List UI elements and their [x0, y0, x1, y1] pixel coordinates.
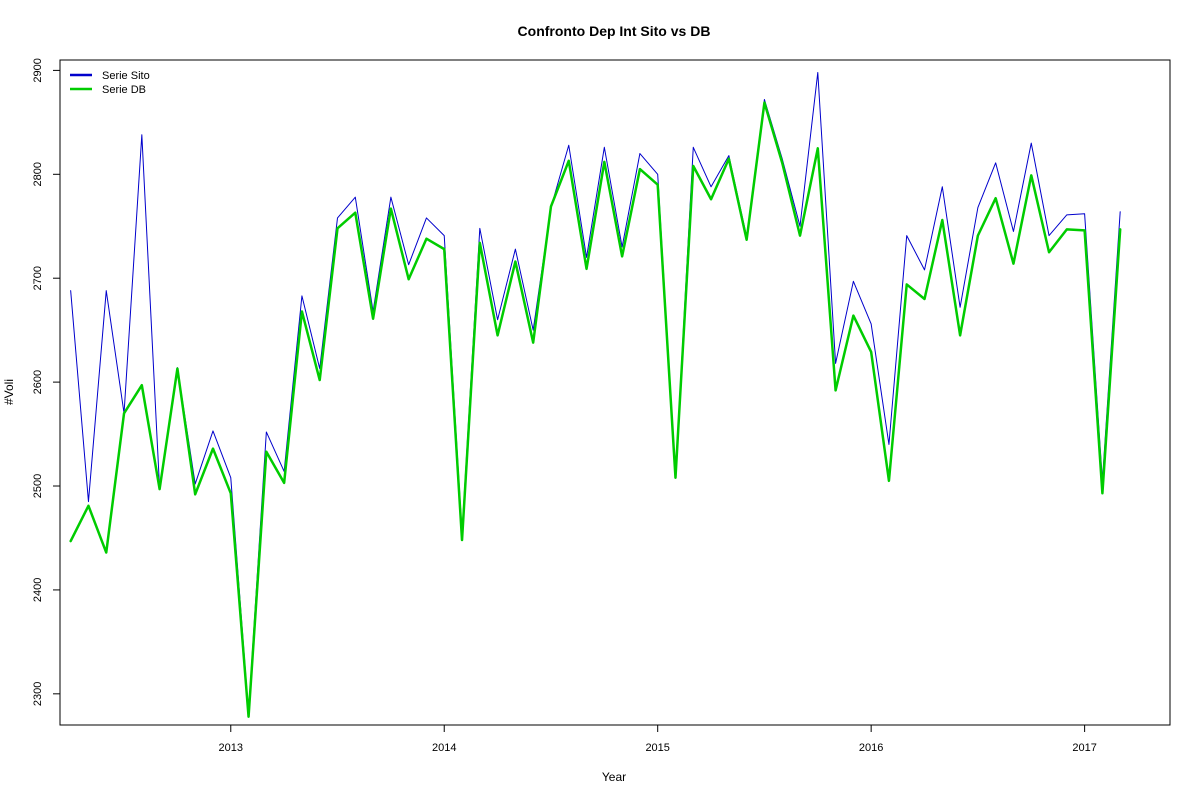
legend-label-db: Serie DB [102, 84, 146, 96]
y-tick-label-2800: 2800 [32, 162, 44, 186]
series-line-sito [70, 71, 1121, 714]
chart-title: Confronto Dep Int Sito vs DB [518, 23, 711, 39]
y-tick-label-2900: 2900 [32, 58, 44, 82]
y-tick-label-2300: 2300 [32, 682, 44, 706]
legend-label-sito: Serie Sito [102, 70, 150, 82]
x-tick-label-2017: 2017 [1072, 742, 1096, 754]
series-layer [69, 71, 1122, 718]
plot-frame [59, 59, 1171, 726]
y-tick-label-2600: 2600 [32, 370, 44, 394]
x-tick-label-2016: 2016 [859, 742, 883, 754]
x-axis: 2013 2014 2015 2016 2017 [219, 725, 1097, 754]
x-tick-label-2015: 2015 [645, 742, 669, 754]
x-tick-label-2014: 2014 [432, 742, 456, 754]
series-line-db [69, 101, 1122, 718]
y-axis-label: #Voli [2, 379, 16, 405]
x-tick-label-2013: 2013 [219, 742, 243, 754]
y-tick-label-2400: 2400 [32, 578, 44, 602]
y-axis: 2300 2400 2500 2600 2700 2800 2900 [32, 58, 60, 706]
legend: Serie Sito Serie DB [70, 70, 150, 96]
y-tick-label-2500: 2500 [32, 474, 44, 498]
y-tick-label-2700: 2700 [32, 266, 44, 290]
x-axis-label: Year [602, 770, 626, 784]
